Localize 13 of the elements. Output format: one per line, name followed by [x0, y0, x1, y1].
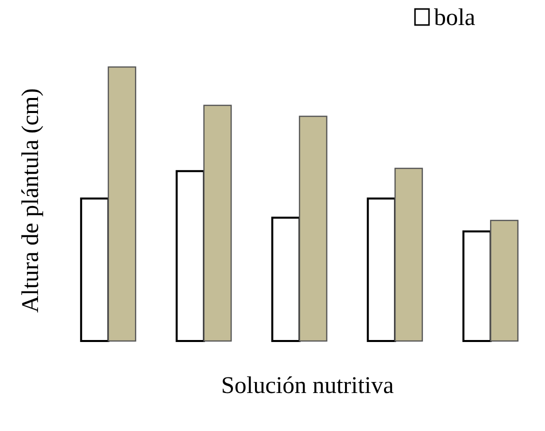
bar — [203, 104, 232, 342]
legend-label: bola — [434, 5, 476, 31]
bar — [271, 216, 300, 342]
bar — [80, 198, 110, 342]
x-axis-title: Solución nutritiva — [221, 373, 394, 399]
bar — [298, 116, 328, 342]
bar — [394, 168, 423, 342]
bar — [176, 170, 205, 342]
bar — [366, 198, 396, 342]
bar — [108, 66, 136, 342]
bar — [462, 230, 492, 342]
y-axis-title: Altura de plántula (cm) — [18, 88, 44, 313]
bar — [490, 220, 518, 342]
